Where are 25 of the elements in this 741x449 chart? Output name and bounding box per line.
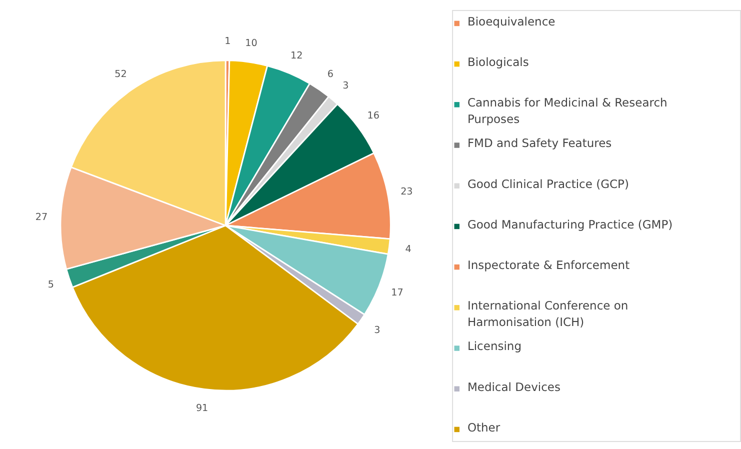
legend-label: Inspectorate & Enforcement — [467, 258, 630, 272]
legend-label: Good Clinical Practice (GCP) — [467, 176, 629, 191]
legend-label: Good Manufacturing Practice (GMP) — [467, 217, 673, 232]
data-label: 52 — [114, 68, 127, 80]
data-label: 23 — [400, 186, 413, 198]
legend-label: Bioequivalence — [467, 14, 556, 28]
legend-label: International Conference on Harmonisation (ICH) — [467, 298, 628, 329]
data-label: 10 — [245, 38, 258, 49]
legend-label: Other — [467, 420, 500, 434]
legend-label: Cannabis for Medicinal & Research Purposes — [467, 96, 668, 126]
legend-label: Biologicals — [467, 54, 529, 69]
data-label: 6 — [327, 68, 334, 80]
data-label: 17 — [391, 287, 404, 298]
legend-label: Licensing — [467, 339, 522, 354]
legend-label: FMD and Safety Features — [467, 136, 612, 150]
data-label: 3 — [374, 325, 380, 336]
data-label: 4 — [405, 244, 412, 255]
data-label: 3 — [342, 80, 349, 92]
data-label: 1 — [224, 36, 231, 48]
data-label: 27 — [35, 212, 48, 223]
data-label: 12 — [290, 50, 303, 62]
data-label: 91 — [196, 403, 208, 414]
data-label: 5 — [48, 279, 54, 290]
legend-label: Medical Devices — [467, 380, 560, 394]
data-label: 16 — [367, 110, 380, 122]
